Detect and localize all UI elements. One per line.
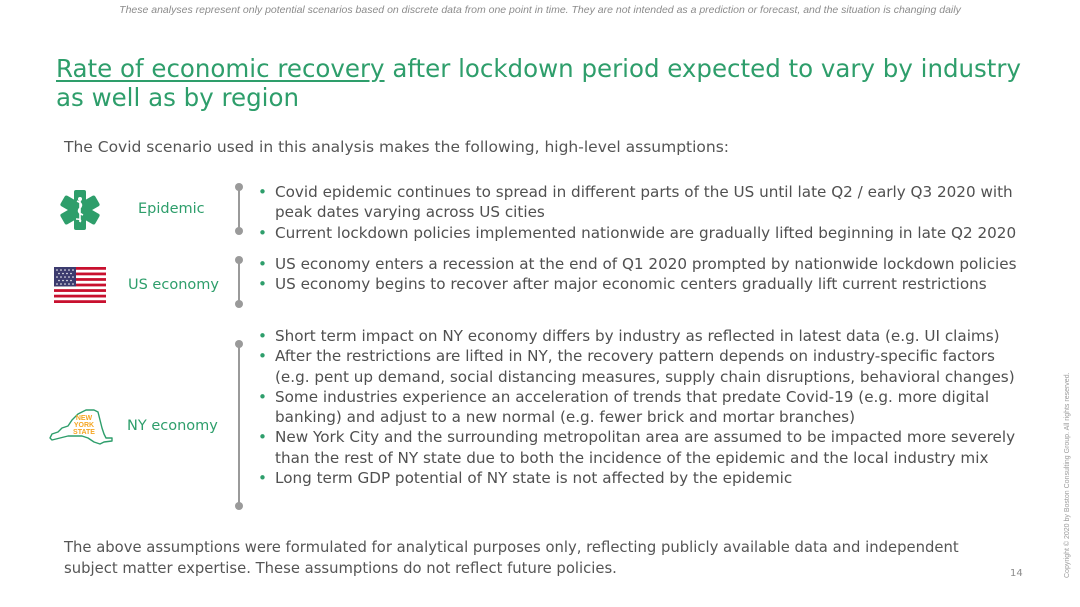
bullets-epidemic: Covid epidemic continues to spread in di…: [258, 182, 1028, 243]
list-item: Current lockdown policies implemented na…: [258, 223, 1028, 244]
footnote: The above assumptions were formulated fo…: [64, 539, 959, 577]
list-item: US economy enters a recession at the end…: [258, 254, 1028, 275]
intro-text: The Covid scenario used in this analysis…: [64, 138, 730, 156]
title-rest: after lockdown period expected to vary b…: [56, 54, 1021, 112]
list-item: Long term GDP potential of NY state is n…: [258, 468, 1028, 489]
bracket-us-economy: [232, 256, 246, 308]
list-item: Short term impact on NY economy differs …: [258, 326, 1028, 347]
list-item: After the restrictions are lifted in NY,…: [258, 346, 1028, 387]
list-item: Some industries experience an accelerati…: [258, 387, 1028, 428]
new-york-state-map-icon: NEW YORK STATE: [48, 408, 114, 452]
list-item: Covid epidemic continues to spread in di…: [258, 182, 1028, 223]
bullets-us-economy: US economy enters a recession at the end…: [258, 254, 1028, 295]
us-flag-icon: [54, 267, 106, 307]
map-text-york: YORK: [74, 422, 94, 429]
copyright: Copyright © 2020 by Boston Consulting Gr…: [1064, 372, 1071, 578]
map-text-state: STATE: [73, 429, 95, 436]
bullets-ny-economy: Short term impact on NY economy differs …: [258, 326, 1028, 489]
bracket-epidemic: [232, 183, 246, 235]
row-label-epidemic: Epidemic: [138, 201, 205, 217]
list-item: US economy begins to recover after major…: [258, 274, 1028, 295]
row-label-ny-economy: NY economy: [127, 418, 218, 434]
slide-title: Rate of economic recovery after lockdown…: [56, 54, 1046, 112]
title-highlight: Rate of economic recovery: [56, 54, 385, 83]
page-number: 14: [1010, 568, 1023, 579]
bracket-ny-economy: [232, 340, 246, 510]
map-text-new: NEW: [76, 415, 93, 422]
row-label-us-economy: US economy: [128, 277, 219, 293]
list-item: New York City and the surrounding metrop…: [258, 427, 1028, 468]
medical-star-icon: [57, 189, 103, 235]
disclaimer: These analyses represent only potential …: [119, 4, 961, 16]
